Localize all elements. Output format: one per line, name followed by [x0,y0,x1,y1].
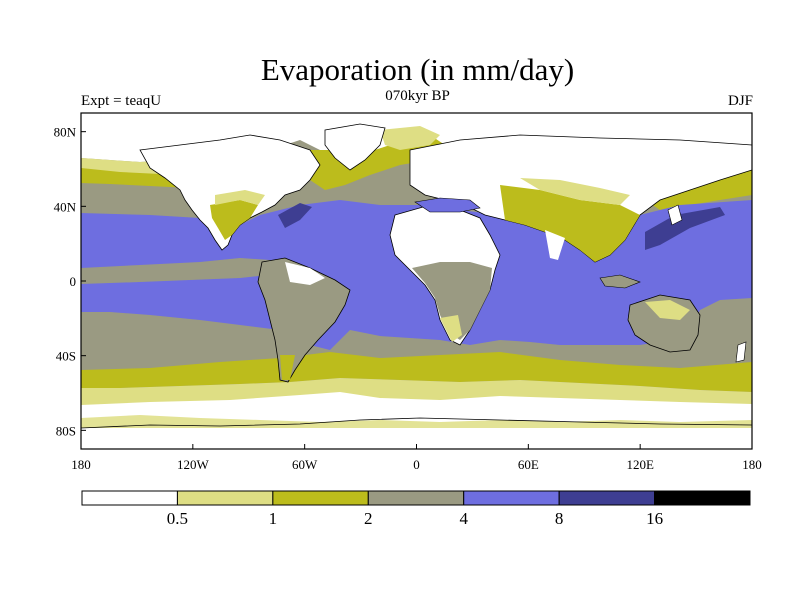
south-america-land [257,257,351,383]
y-tick-label: 80S [56,423,76,438]
indonesia-islands [599,274,641,289]
north-atlantic-olive [300,135,445,190]
y-axis-ticks: 80N 40N 0 40S 80S [54,125,86,438]
experiment-label: Expt = teaqU [81,93,162,109]
india-white [545,230,565,260]
x-tick-label: 60W [292,457,318,472]
australia-yellow [645,300,690,320]
x-tick-label: 60E [518,457,539,472]
colorbar-swatch [272,490,369,506]
equatorial-pacific-gray [81,258,270,284]
y-tick-label: 40S [56,349,76,364]
chart-subtitle: 070kyr BP [385,88,450,104]
colorbar-swatch [176,490,274,506]
greenland-land [324,123,386,171]
colorbar-swatch [558,490,656,506]
antarctica-outline [81,417,752,429]
season-label: DJF [727,93,753,109]
colorbar-label: 1 [269,509,278,528]
kuroshio-dark-blue [645,207,725,250]
map-field [81,113,752,449]
mediterranean-sea [414,197,481,213]
patagonia-olive [280,355,295,380]
eurasia-yellow [520,178,630,205]
eurasia-olive [500,185,640,262]
colorbar-swatch [463,490,560,506]
southern-olive-band [81,352,752,392]
colorbar-swatch [367,490,465,506]
antarctic-yellow-fringe [81,415,752,428]
colorbar-label: 8 [555,509,564,528]
africa-gray [412,262,492,340]
x-tick-label: 0 [413,457,420,472]
north-america-olive [210,200,258,240]
north-atlantic-yellow [380,126,440,150]
y-tick-label: 80N [54,125,77,140]
colorbar-label: 2 [364,509,373,528]
colorbar-label: 0.5 [167,509,188,528]
x-tick-label: 120E [626,457,654,472]
colorbar-swatch [81,490,178,506]
x-tick-label: 180 [742,457,762,472]
south-africa-yellow [440,315,462,342]
japan-islands [667,204,683,226]
x-tick-label: 120W [177,457,210,472]
colorbar-label: 4 [459,509,468,528]
north-america-yellow [215,190,265,205]
y-tick-label: 40N [54,199,77,214]
gulf-stream-dark-blue [278,203,312,228]
colorbar: 0.5 1 2 4 8 16 [81,490,751,528]
chart-title: Evaporation (in mm/day) [260,52,575,87]
y-tick-label: 0 [70,274,77,289]
antarctica-field [81,428,752,449]
x-axis-ticks: 180 120W 60W 0 60E 120E 180 [71,444,762,472]
colorbar-swatch [654,490,751,506]
x-tick-label: 180 [71,457,91,472]
colorbar-label: 16 [646,509,663,528]
new-zealand-islands [735,341,747,363]
amazon-white [285,262,325,285]
